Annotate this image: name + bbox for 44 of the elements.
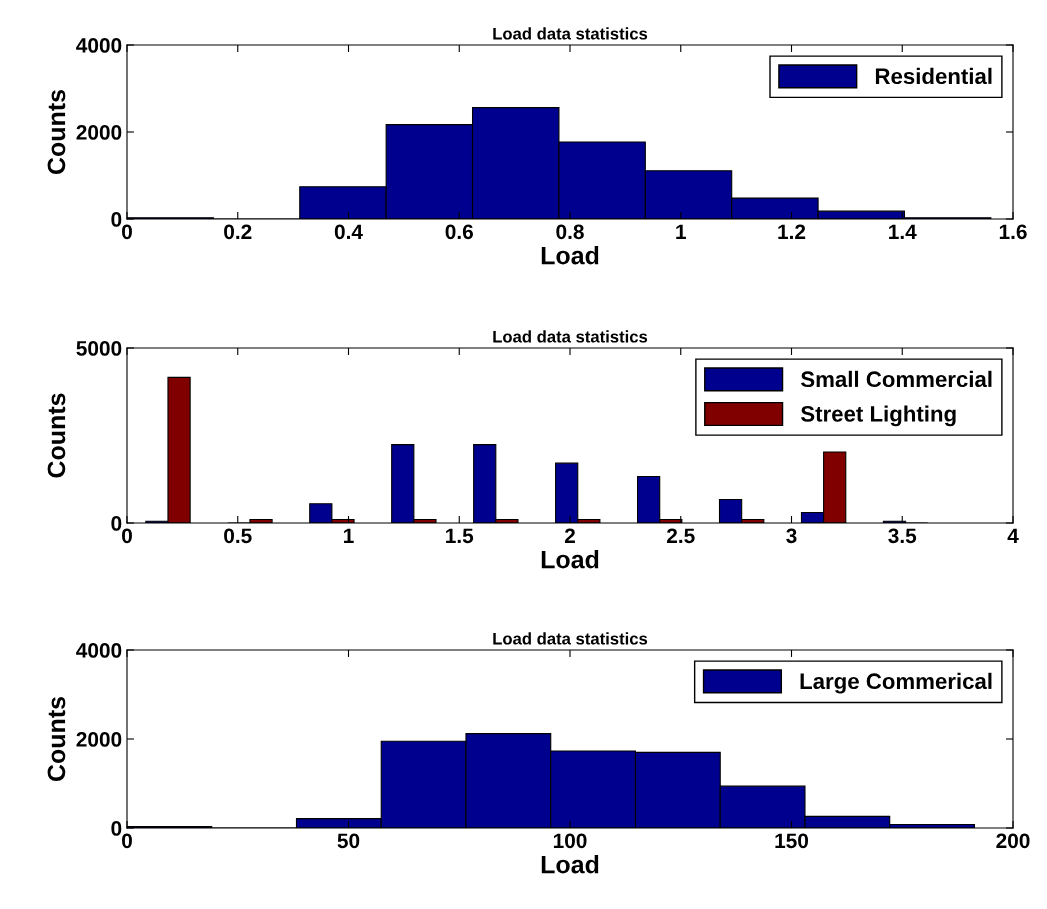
x-tick-label: 1	[344, 528, 354, 543]
x-tick-label: 3	[786, 528, 797, 544]
chart-title: Load data statistics	[493, 632, 648, 645]
x-tick-label: 150	[775, 833, 809, 849]
y-axis-title: Counts	[47, 696, 66, 782]
y-tick-label: 2000	[76, 125, 122, 140]
x-tick-label: 2.5	[666, 528, 695, 544]
x-axis-title: Load	[541, 855, 599, 874]
y-tick-label: 0	[111, 212, 122, 227]
x-tick-label: 0.6	[445, 224, 473, 240]
x-tick-label: 0.2	[224, 224, 252, 240]
x-tick-label: 0	[122, 224, 132, 240]
x-axis-title: Load	[541, 246, 599, 265]
legend-label: Residential	[875, 67, 992, 85]
x-tick-label: 1.2	[778, 224, 806, 239]
x-tick-label: 1	[676, 224, 686, 239]
x-tick-label: 1.6	[999, 224, 1027, 240]
x-tick-label: 0	[122, 528, 132, 544]
x-tick-label: 2	[564, 528, 575, 543]
y-tick-label: 0	[111, 821, 122, 836]
x-tick-label: 50	[337, 833, 360, 849]
x-tick-label: 3.5	[888, 528, 917, 544]
x-tick-label: 1.4	[889, 224, 917, 239]
x-tick-label: 200	[996, 833, 1030, 849]
chart-title: Load data statistics	[493, 27, 648, 40]
y-tick-label: 5000	[76, 341, 122, 356]
x-axis-title: Load	[541, 550, 599, 569]
y-tick-label: 4000	[76, 643, 122, 658]
y-axis-title: Counts	[47, 393, 66, 478]
y-axis-title: Counts	[47, 89, 66, 175]
x-tick-label: 100	[553, 833, 587, 849]
x-tick-label: 4	[1007, 528, 1019, 543]
x-tick-label: 0.4	[334, 224, 363, 240]
chart-title: Load data statistics	[493, 330, 648, 343]
legend-label: Small Commercial	[800, 370, 992, 388]
y-tick-label: 4000	[76, 38, 122, 53]
y-tick-label: 0	[111, 516, 122, 531]
x-tick-label: 1.5	[446, 528, 474, 544]
x-tick-label: 0.8	[556, 224, 584, 240]
legend-label: Street Lighting	[800, 405, 956, 427]
y-tick-label: 2000	[76, 732, 122, 747]
legend-label: Large Commerical	[800, 672, 992, 694]
x-tick-label: 0	[122, 833, 132, 849]
x-tick-label: 0.5	[224, 528, 252, 544]
